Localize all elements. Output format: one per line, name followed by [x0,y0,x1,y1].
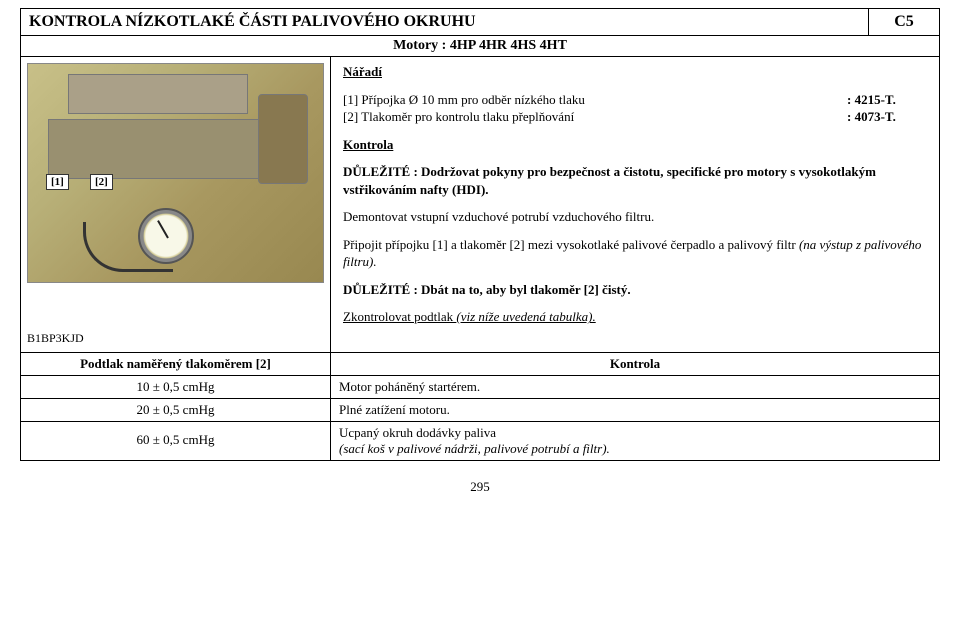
table-row: 20 ± 0,5 cmHg Plné zatížení motoru. [21,399,939,422]
header-row: KONTROLA NÍZKOTLAKÉ ČÁSTI PALIVOVÉHO OKR… [21,9,939,36]
tool-2-label: [2] Tlakoměr pro kontrolu tlaku přeplňov… [343,108,847,126]
row3-text-a: Ucpaný okruh dodávky paliva [339,425,496,440]
doc-code: C5 [869,9,939,35]
table-cell-right: Ucpaný okruh dodávky paliva (sací koš v … [331,422,939,460]
tool-row-1: [1] Přípojka Ø 10 mm pro odběr nízkého t… [343,91,927,109]
table-cell-left: 20 ± 0,5 cmHg [21,399,331,421]
check-text: Zkontrolovat podtlak [343,309,456,324]
image-code: B1BP3KJD [27,283,324,346]
important-note-2: DŮLEŽITÉ : Dbát na to, aby byl tlakoměr … [343,281,927,299]
step-2: Připojit přípojku [1] a tlakoměr [2] mez… [343,236,927,271]
engine-photo: [1] [2] [27,63,324,283]
step-1: Demontovat vstupní vzduchové potrubí vzd… [343,208,927,226]
doc-title: KONTROLA NÍZKOTLAKÉ ČÁSTI PALIVOVÉHO OKR… [21,9,869,35]
table-header-right: Kontrola [331,353,939,375]
check-text-i: (viz níže uvedená tabulka). [456,309,595,324]
tool-1-code: : 4215-T. [847,91,927,109]
table-row: 10 ± 0,5 cmHg Motor poháněný startérem. [21,376,939,399]
document-frame: KONTROLA NÍZKOTLAKÉ ČÁSTI PALIVOVÉHO OKR… [20,8,940,461]
kontrola-heading: Kontrola [343,136,927,154]
main-content-row: [1] [2] B1BP3KJD Nářadí [1] Přípojka Ø 1… [21,57,939,353]
step-2a: Připojit přípojku [1] a tlakoměr [2] mez… [343,237,799,252]
image-cell: [1] [2] B1BP3KJD [21,57,331,352]
engine-part [68,74,248,114]
table-header: Podtlak naměřený tlakoměrem [2] Kontrola [21,353,939,376]
engine-part [258,94,308,184]
tool-2-code: : 4073-T. [847,108,927,126]
tool-1-label: [1] Přípojka Ø 10 mm pro odběr nízkého t… [343,91,847,109]
table-row: 60 ± 0,5 cmHg Ucpaný okruh dodávky paliv… [21,422,939,460]
callout-label-1: [1] [46,174,69,190]
tools-heading: Nářadí [343,63,927,81]
callout-label-2: [2] [90,174,113,190]
page-number: 295 [20,461,940,495]
table-cell-left: 60 ± 0,5 cmHg [21,422,331,460]
table-cell-right: Motor poháněný startérem. [331,376,939,398]
table-cell-right: Plné zatížení motoru. [331,399,939,421]
table-cell-left: 10 ± 0,5 cmHg [21,376,331,398]
row3-text-b: (sací koš v palivové nádrži, palivové po… [339,441,610,456]
tool-row-2: [2] Tlakoměr pro kontrolu tlaku přeplňov… [343,108,927,126]
motors-row: Motory : 4HP 4HR 4HS 4HT [21,36,939,57]
gauge-icon [138,208,194,264]
important-note-1: DŮLEŽITÉ : Dodržovat pokyny pro bezpečno… [343,163,927,198]
table-header-left: Podtlak naměřený tlakoměrem [2] [21,353,331,375]
check-line: Zkontrolovat podtlak (viz níže uvedená t… [343,308,927,326]
text-cell: Nářadí [1] Přípojka Ø 10 mm pro odběr ní… [331,57,939,352]
